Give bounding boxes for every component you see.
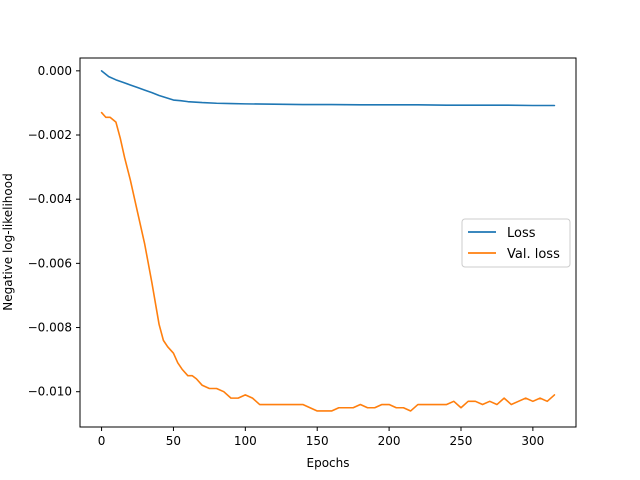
y-tick-label: 0.000 — [38, 64, 72, 78]
x-axis-label: Epochs — [307, 456, 350, 470]
series-line-1 — [100, 70, 556, 107]
y-tick-label: −0.010 — [28, 385, 72, 399]
legend-label-2: Val. loss — [507, 247, 560, 262]
y-axis-label: Negative log-likelihood — [1, 173, 15, 310]
x-tick-label: 0 — [98, 434, 106, 448]
y-axis: 0.000 −0.002 −0.004 −0.006 −0.008 −0.010 — [28, 64, 80, 399]
series-layer — [100, 70, 556, 412]
x-axis: 0 50 100 150 200 250 300 — [98, 427, 544, 448]
series-line-2 — [100, 111, 556, 412]
x-tick-label: 100 — [234, 434, 257, 448]
legend: Loss Val. loss — [461, 218, 571, 268]
x-tick-label: 250 — [450, 434, 473, 448]
x-tick-label: 300 — [521, 434, 544, 448]
x-tick-label: 50 — [166, 434, 181, 448]
y-tick-label: −0.006 — [28, 256, 72, 270]
y-tick-label: −0.002 — [28, 128, 72, 142]
x-tick-label: 150 — [306, 434, 329, 448]
plot-frame — [79, 57, 577, 428]
legend-label-1: Loss — [507, 226, 536, 241]
x-tick-label: 200 — [378, 434, 401, 448]
legend-box — [461, 218, 571, 268]
y-tick-label: −0.004 — [28, 192, 72, 206]
y-tick-label: −0.008 — [28, 321, 72, 335]
